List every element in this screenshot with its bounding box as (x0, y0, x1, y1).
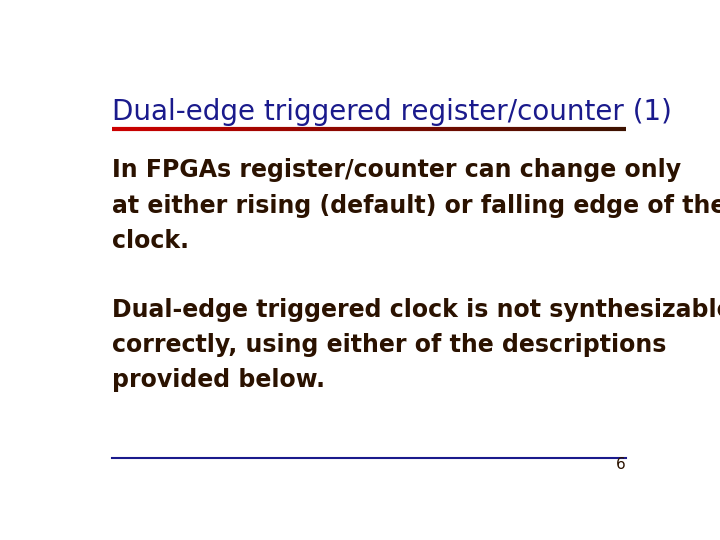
Text: Dual-edge triggered register/counter (1): Dual-edge triggered register/counter (1) (112, 98, 672, 126)
Text: Dual-edge triggered clock is not synthesizable
correctly, using either of the de: Dual-edge triggered clock is not synthes… (112, 298, 720, 393)
Text: 6: 6 (616, 457, 626, 472)
Text: In FPGAs register/counter can change only
at either rising (default) or falling : In FPGAs register/counter can change onl… (112, 158, 720, 253)
